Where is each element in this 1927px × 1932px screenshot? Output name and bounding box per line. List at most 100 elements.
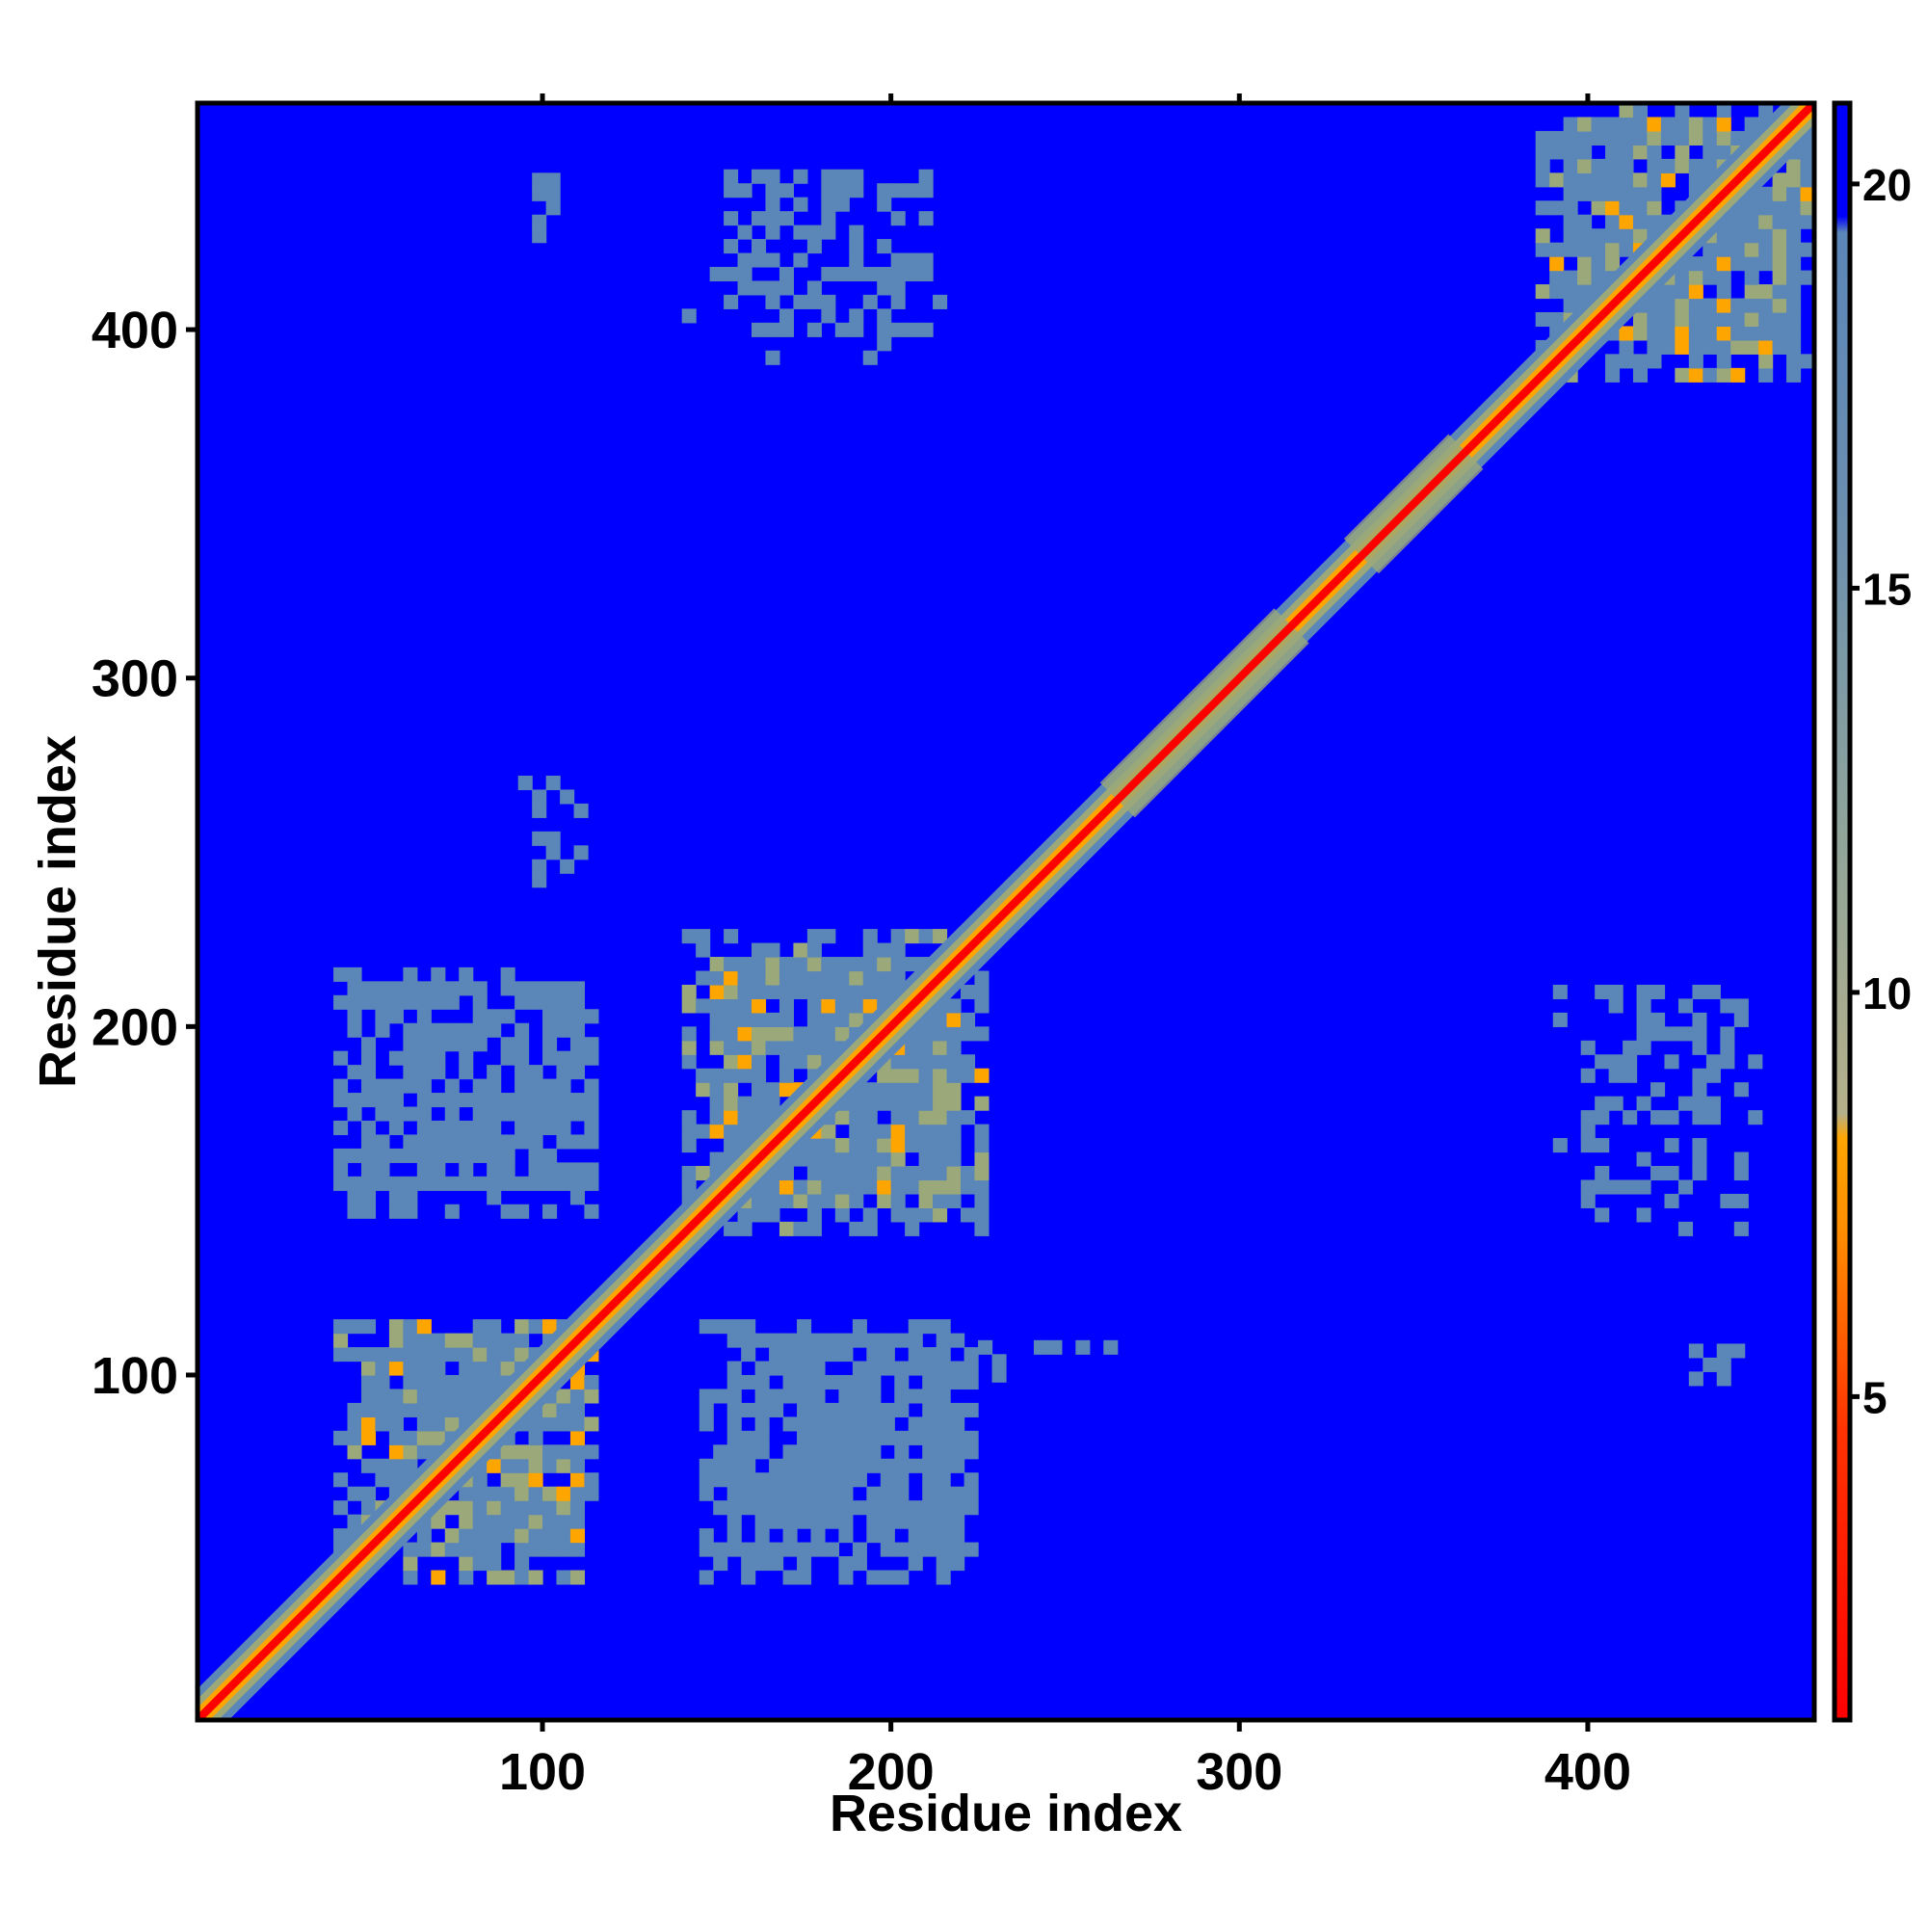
heatmap-cell: [1591, 228, 1606, 244]
heatmap-cell: [1577, 186, 1593, 201]
heatmap-cell: [569, 1022, 586, 1038]
heatmap-cell: [500, 1037, 515, 1052]
heatmap-cell: [779, 183, 795, 198]
heatmap-cell: [569, 1162, 586, 1178]
heatmap-cell: [569, 1009, 586, 1024]
heatmap-cell: [905, 1110, 920, 1125]
heatmap-cell: [403, 1402, 418, 1417]
heatmap-cell: [779, 1082, 795, 1098]
heatmap-cell: [1688, 1371, 1703, 1387]
heatmap-cell: [500, 1148, 515, 1163]
heatmap-cell: [1786, 172, 1802, 188]
heatmap-cell: [444, 1134, 460, 1150]
heatmap-cell: [515, 1134, 530, 1150]
heatmap-cell: [1716, 367, 1731, 383]
heatmap-cell: [1720, 1054, 1735, 1070]
heatmap-cell: [1692, 1040, 1707, 1055]
heatmap-cell: [1595, 1165, 1610, 1181]
heatmap-cell: [416, 1528, 432, 1544]
heatmap-cell: [894, 1542, 910, 1557]
heatmap-cell: [782, 1472, 798, 1488]
heatmap-cell: [1800, 186, 1814, 201]
heatmap-cell: [779, 1012, 795, 1027]
heatmap-cell: [838, 1528, 854, 1544]
heatmap-cell: [724, 1124, 739, 1139]
heatmap-cell: [724, 294, 739, 309]
heatmap-cell: [1549, 172, 1565, 188]
heatmap-cell: [849, 1138, 864, 1153]
heatmap-cell: [950, 1374, 965, 1390]
heatmap-cell: [824, 1444, 840, 1460]
heatmap-cell: [866, 1374, 882, 1390]
heatmap-cell: [444, 1120, 460, 1136]
heatmap-cell: [584, 1134, 599, 1150]
heatmap-cell: [403, 1134, 418, 1150]
heatmap-cell: [1772, 172, 1787, 188]
heatmap-cell: [713, 1444, 728, 1460]
heatmap-cell: [918, 1207, 934, 1223]
heatmap-cell: [974, 1207, 990, 1223]
heatmap-cell: [933, 1179, 948, 1195]
heatmap-cell: [779, 1054, 795, 1070]
heatmap-cell: [806, 1221, 822, 1236]
heatmap-cell: [1786, 158, 1802, 173]
heatmap-cell: [472, 1347, 488, 1363]
heatmap-cell: [946, 1165, 962, 1181]
heatmap-cell: [1636, 984, 1651, 1000]
heatmap-cell: [724, 183, 739, 198]
heatmap-cell: [1632, 311, 1649, 328]
heatmap-cell: [918, 1165, 934, 1181]
heatmap-cell: [821, 266, 836, 282]
heatmap-cell: [810, 1542, 826, 1557]
heatmap-cell: [556, 1106, 571, 1122]
heatmap-cell: [782, 1389, 798, 1404]
heatmap-cell: [431, 966, 446, 982]
heatmap-cell: [922, 1458, 937, 1473]
heatmap-cell: [542, 1500, 558, 1516]
heatmap-cell: [933, 1082, 948, 1098]
heatmap-cell: [862, 1179, 878, 1195]
heatmap-cell: [964, 1444, 979, 1460]
heatmap-cell: [347, 1093, 362, 1108]
heatmap-cell: [922, 1472, 937, 1488]
colorbar-tick-label: 20: [1862, 160, 1912, 210]
heatmap-cell: [569, 1486, 586, 1501]
heatmap-cell: [556, 1402, 571, 1417]
heatmap-cell: [849, 1193, 864, 1208]
heatmap-cell: [375, 1093, 390, 1108]
heatmap-cell: [1703, 256, 1718, 272]
heatmap-cell: [542, 1009, 558, 1024]
heatmap-cell: [1647, 354, 1662, 369]
heatmap-cell: [1688, 284, 1703, 300]
heatmap-cell: [403, 1176, 418, 1191]
heatmap-cell: [403, 1570, 418, 1585]
heatmap-cell: [1758, 326, 1774, 341]
heatmap-cell: [1688, 130, 1703, 146]
heatmap-cell: [1703, 158, 1718, 173]
heatmap-cell: [713, 1472, 728, 1488]
heatmap-cell: [880, 1416, 895, 1432]
heatmap-cell: [444, 994, 460, 1010]
heatmap-cell: [1591, 158, 1606, 173]
heatmap-cell: [1692, 1026, 1707, 1042]
heatmap-cell: [472, 1093, 488, 1108]
heatmap-cell: [806, 929, 822, 944]
heatmap-cell: [834, 1179, 850, 1195]
heatmap-cell: [709, 1012, 725, 1027]
heatmap-cell: [890, 1165, 906, 1181]
heatmap-cell: [1786, 200, 1802, 216]
heatmap-cell: [1664, 1026, 1679, 1042]
x-axis: 100 200 300 400: [499, 93, 1631, 1801]
heatmap-cell: [528, 1528, 543, 1544]
heatmap-cell: [866, 1361, 882, 1376]
heatmap-cell: [726, 1444, 742, 1460]
heatmap-cell: [515, 1050, 530, 1066]
heatmap-cell: [681, 1040, 697, 1055]
heatmap-cell: [1730, 311, 1746, 328]
heatmap-cell: [360, 1162, 377, 1178]
heatmap-cell: [459, 1374, 474, 1390]
heatmap-cell: [542, 1176, 558, 1191]
heatmap-cell: [974, 1124, 990, 1139]
heatmap-cell: [431, 1050, 446, 1066]
heatmap-cell: [542, 994, 558, 1010]
